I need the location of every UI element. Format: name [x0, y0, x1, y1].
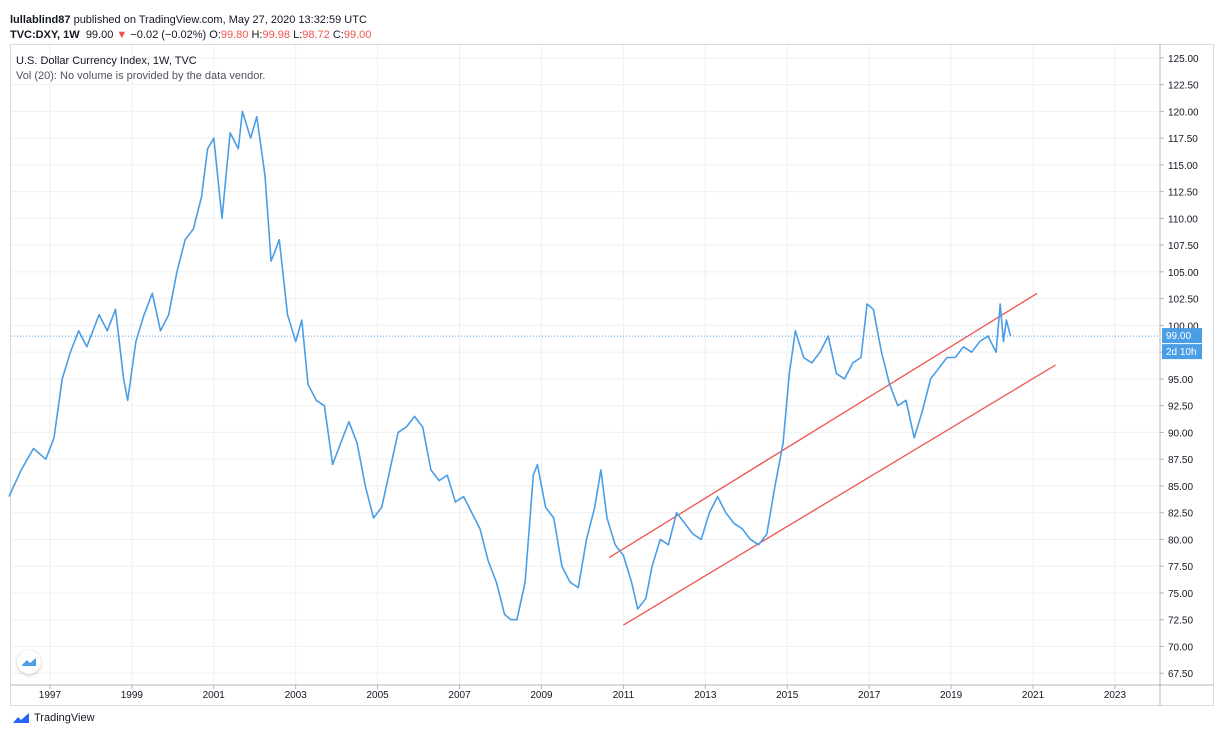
y-tick-label: 120.00 — [1168, 107, 1199, 118]
y-tick-label: 75.00 — [1168, 589, 1193, 600]
footer: TradingView — [12, 712, 95, 724]
chart-legend: U.S. Dollar Currency Index, 1W, TVC Vol … — [16, 54, 265, 84]
author-name[interactable]: lullablind87 — [10, 14, 71, 26]
brand-name[interactable]: TradingView — [34, 712, 95, 724]
y-tick-label: 122.50 — [1168, 81, 1199, 92]
last-price: 99.00 — [85, 29, 114, 41]
trend-channel-line[interactable] — [623, 364, 1056, 626]
tradingview-logo-button[interactable] — [17, 650, 41, 674]
x-tick-label: 2007 — [448, 690, 471, 701]
x-tick-label: 2005 — [366, 690, 389, 701]
trend-channel-line[interactable] — [608, 292, 1038, 559]
price-change: −0.02 (−0.02%) — [130, 29, 207, 41]
countdown-label: 2d 10h — [1166, 347, 1197, 358]
current-price-label: 99.00 — [1166, 331, 1191, 342]
x-tick-label: 2015 — [776, 690, 799, 701]
x-tick-label: 2021 — [1022, 690, 1045, 701]
high-value: 99.98 — [262, 29, 291, 41]
x-tick-label: 2001 — [203, 690, 226, 701]
down-arrow-icon: ▼ — [116, 29, 128, 41]
chart-frame — [10, 44, 1214, 706]
y-tick-label: 87.50 — [1168, 455, 1193, 466]
low-label: L: — [293, 29, 303, 41]
x-tick-label: 2017 — [858, 690, 881, 701]
legend-volume-note[interactable]: Vol (20): No volume is provided by the d… — [16, 70, 266, 82]
y-tick-label: 77.50 — [1168, 562, 1193, 573]
y-tick-label: 100.00 — [1168, 321, 1199, 332]
y-tick-label: 102.50 — [1168, 295, 1199, 306]
published-text: published on TradingView.com, May 27, 20… — [70, 14, 367, 26]
y-tick-label: 112.50 — [1168, 188, 1198, 199]
ohlc-line: TVC:DXY, 1W 99.00 ▼ −0.02 (−0.02%) O:99.… — [10, 28, 810, 43]
y-tick-label: 110.00 — [1168, 214, 1198, 225]
y-tick-label: 70.00 — [1168, 642, 1193, 653]
x-tick-label: 1997 — [39, 690, 62, 701]
open-value: 99.80 — [220, 29, 249, 41]
y-tick-label: 125.00 — [1168, 54, 1199, 65]
y-tick-label: 105.00 — [1168, 268, 1199, 279]
y-tick-label: 72.50 — [1168, 616, 1193, 627]
x-tick-label: 2023 — [1104, 690, 1127, 701]
current-price-badge — [1162, 328, 1202, 344]
y-tick-label: 82.50 — [1168, 509, 1193, 520]
chart-header: lullablind87 published on TradingView.co… — [10, 13, 810, 43]
publish-line: lullablind87 published on TradingView.co… — [10, 13, 810, 28]
y-tick-label: 80.00 — [1168, 535, 1193, 546]
y-tick-label: 85.00 — [1168, 482, 1193, 493]
y-tick-label: 67.50 — [1168, 669, 1193, 680]
close-value: 99.00 — [343, 29, 372, 41]
tradingview-brand-icon — [13, 713, 29, 723]
dxy-price-series[interactable] — [8, 110, 1012, 621]
x-tick-label: 2009 — [530, 690, 553, 701]
y-tick-label: 90.00 — [1168, 428, 1193, 439]
open-label: O: — [209, 29, 221, 41]
x-tick-label: 1999 — [121, 690, 144, 701]
low-value: 98.72 — [302, 29, 330, 41]
symbol-label[interactable]: TVC:DXY, 1W — [10, 29, 80, 41]
countdown-badge — [1162, 344, 1202, 360]
x-tick-label: 2011 — [613, 690, 635, 701]
x-tick-label: 2003 — [285, 690, 308, 701]
y-tick-label: 107.50 — [1168, 241, 1199, 252]
y-tick-label: 95.00 — [1168, 375, 1193, 386]
y-tick-label: 115.00 — [1168, 161, 1198, 172]
close-label: C: — [332, 29, 344, 41]
tradingview-logo-icon — [22, 658, 36, 666]
x-tick-label: 2013 — [694, 690, 717, 701]
y-tick-label: 92.50 — [1168, 402, 1193, 413]
x-tick-label: 2019 — [940, 690, 963, 701]
y-tick-label: 117.50 — [1168, 134, 1198, 145]
high-label: H: — [251, 29, 263, 41]
legend-title[interactable]: U.S. Dollar Currency Index, 1W, TVC — [16, 55, 197, 67]
